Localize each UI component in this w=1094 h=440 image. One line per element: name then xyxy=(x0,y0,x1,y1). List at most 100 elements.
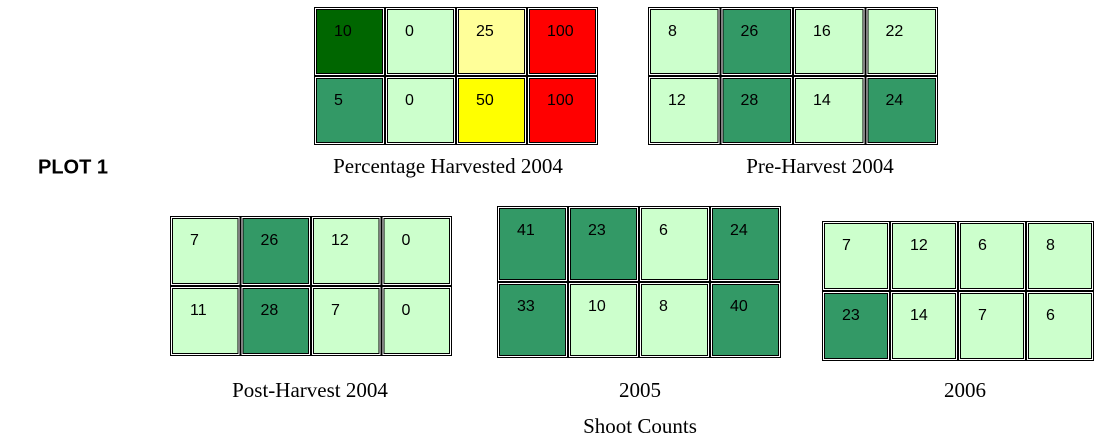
cell-value: 6 xyxy=(1046,307,1055,324)
cell xyxy=(710,282,781,358)
cell-fill xyxy=(712,284,779,356)
cell-fill xyxy=(172,288,239,354)
cell xyxy=(170,286,241,356)
cell-fill xyxy=(242,288,309,354)
cell-value: 28 xyxy=(741,92,759,109)
cell-value: 0 xyxy=(402,232,411,249)
cell xyxy=(958,221,1026,291)
grid-title: 2005 xyxy=(619,378,661,402)
cell-value: 24 xyxy=(886,92,904,109)
cell xyxy=(314,76,385,145)
cell-fill xyxy=(383,288,450,354)
cell-fill xyxy=(960,293,1024,359)
cell-value: 26 xyxy=(741,23,759,40)
cell-fill xyxy=(570,284,637,356)
grid-title: Percentage Harvested 2004 xyxy=(333,154,563,178)
cell-value: 7 xyxy=(190,232,199,249)
cell-fill xyxy=(892,293,956,359)
cell-fill xyxy=(313,288,380,354)
cell xyxy=(456,76,527,145)
cell-fill xyxy=(641,284,708,356)
cell xyxy=(793,7,866,76)
cell-value: 8 xyxy=(1046,237,1055,254)
cell-fill xyxy=(499,284,566,356)
cell-value: 28 xyxy=(261,302,279,319)
cell-value: 100 xyxy=(547,23,574,40)
cell-fill xyxy=(650,78,719,143)
cell xyxy=(381,216,452,286)
cell-value: 0 xyxy=(405,92,414,109)
cell xyxy=(865,76,938,145)
cell-value: 16 xyxy=(813,23,831,40)
cell-value: 50 xyxy=(476,92,494,109)
cell-value: 6 xyxy=(659,222,668,239)
cell xyxy=(385,76,456,145)
cell xyxy=(710,206,781,282)
cell-value: 25 xyxy=(476,23,494,40)
cell-fill xyxy=(722,78,791,143)
cell xyxy=(497,206,568,282)
cell-value: 100 xyxy=(547,92,574,109)
cell-value: 14 xyxy=(910,307,928,324)
cell xyxy=(720,7,793,76)
cell-value: 12 xyxy=(910,237,928,254)
cell-value: 23 xyxy=(588,222,606,239)
cell xyxy=(311,216,382,286)
plot-label: PLOT 1 xyxy=(38,156,108,178)
cell-value: 14 xyxy=(813,92,831,109)
cell xyxy=(170,216,241,286)
cell-fill xyxy=(529,78,596,143)
cell-value: 33 xyxy=(517,298,535,315)
cell-fill xyxy=(383,218,450,284)
cell-fill xyxy=(824,293,888,359)
cell-fill xyxy=(795,78,864,143)
cell-fill xyxy=(458,78,525,143)
cell-fill xyxy=(650,9,719,74)
cell-fill xyxy=(313,218,380,284)
cell-fill xyxy=(570,208,637,280)
cell-fill xyxy=(1028,223,1092,289)
cell-value: 5 xyxy=(334,92,343,109)
cell xyxy=(311,286,382,356)
cell-value: 10 xyxy=(588,298,606,315)
cell xyxy=(240,216,311,286)
cell-value: 22 xyxy=(886,23,904,40)
cell-value: 0 xyxy=(405,23,414,40)
cell-fill xyxy=(795,9,864,74)
cell xyxy=(568,282,639,358)
cell xyxy=(865,7,938,76)
cell xyxy=(890,291,958,361)
cell-fill xyxy=(316,78,383,143)
cell xyxy=(314,7,385,76)
cell xyxy=(456,7,527,76)
cell xyxy=(385,7,456,76)
cell-fill xyxy=(641,208,708,280)
cell-value: 24 xyxy=(730,222,748,239)
cell xyxy=(822,291,890,361)
cell xyxy=(890,221,958,291)
cell-fill xyxy=(1028,293,1092,359)
cell-value: 8 xyxy=(659,298,668,315)
cell-value: 8 xyxy=(668,23,677,40)
cell xyxy=(497,282,568,358)
cell-value: 26 xyxy=(261,232,279,249)
cell xyxy=(240,286,311,356)
cell-fill xyxy=(867,78,936,143)
cell-fill xyxy=(387,9,454,74)
cell-value: 41 xyxy=(517,222,535,239)
cell-fill xyxy=(499,208,566,280)
cell xyxy=(648,76,721,145)
cell-value: 7 xyxy=(978,307,987,324)
grid-title: 2006 xyxy=(944,378,986,402)
cell xyxy=(822,221,890,291)
cell-value: 0 xyxy=(402,302,411,319)
cell-fill xyxy=(172,218,239,284)
cell xyxy=(639,282,710,358)
cell-fill xyxy=(867,9,936,74)
cell-fill xyxy=(824,223,888,289)
cell xyxy=(381,286,452,356)
cell xyxy=(568,206,639,282)
cell-value: 12 xyxy=(331,232,349,249)
cell xyxy=(527,76,598,145)
